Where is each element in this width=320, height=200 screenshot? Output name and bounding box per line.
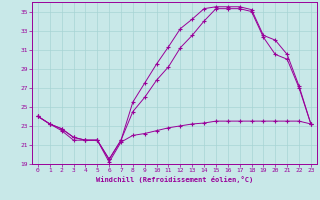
X-axis label: Windchill (Refroidissement éolien,°C): Windchill (Refroidissement éolien,°C) — [96, 176, 253, 183]
